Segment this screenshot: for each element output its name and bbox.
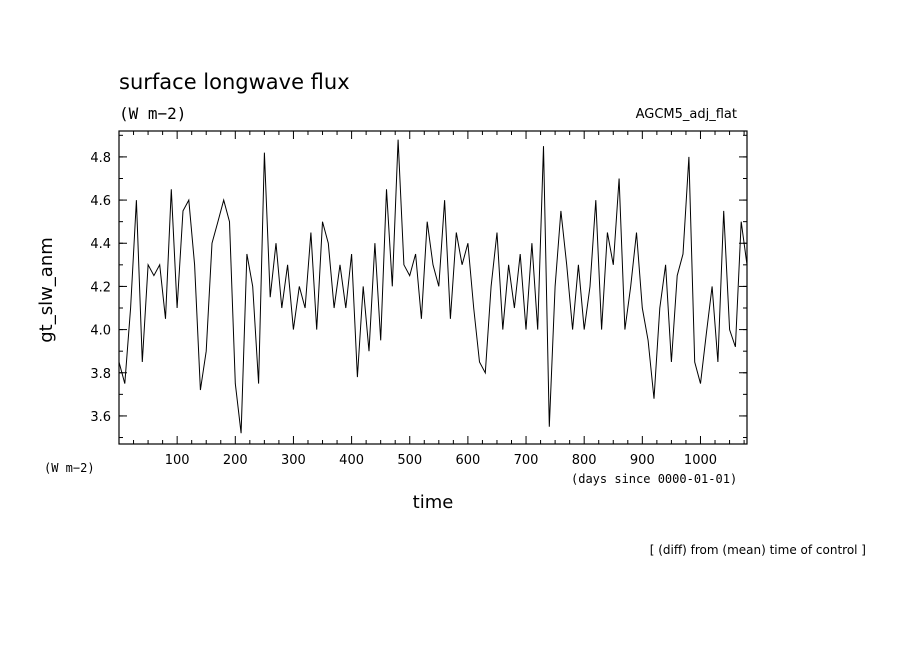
- x-tick-label: 400: [339, 453, 364, 468]
- chart-subtitle-units: (W m−2): [119, 104, 186, 123]
- y-axis-label: gt_slw_anm: [36, 237, 57, 343]
- y-tick-label: 4.0: [90, 324, 111, 339]
- x-tick-label: 300: [281, 453, 306, 468]
- y-axis-units: (W m−2): [44, 461, 95, 475]
- x-axis-label: time: [413, 492, 454, 513]
- x-tick-label: 800: [572, 453, 597, 468]
- y-tick-label: 4.6: [90, 194, 111, 209]
- series-line: [118, 139, 748, 434]
- y-tick-label: 3.6: [90, 410, 111, 425]
- y-tick-label: 4.8: [90, 151, 111, 166]
- x-tick-label: 700: [514, 453, 539, 468]
- experiment-label: AGCM5_adj_flat: [636, 107, 737, 122]
- footnote: [ (diff) from (mean) time of control ]: [650, 543, 866, 557]
- x-tick-label: 600: [455, 453, 480, 468]
- plot-frame: [118, 130, 748, 445]
- x-tick-label: 500: [397, 453, 422, 468]
- y-axis: 3.6 3.8 4.0 4.2 4.4 4.6 4.8: [90, 134, 747, 439]
- x-tick-label: 100: [165, 453, 190, 468]
- x-axis: 100 200 300 400 500 600 700 800 900 1000: [133, 131, 745, 468]
- x-tick-label: 1000: [684, 453, 717, 468]
- y-tick-label: 3.8: [90, 367, 111, 382]
- y-tick-label: 4.2: [90, 280, 111, 295]
- x-tick-label: 900: [630, 453, 655, 468]
- x-tick-label: 200: [223, 453, 248, 468]
- x-axis-units: (days since 0000-01-01): [571, 472, 737, 486]
- chart-title: surface longwave flux: [119, 70, 350, 94]
- y-tick-label: 4.4: [90, 237, 111, 252]
